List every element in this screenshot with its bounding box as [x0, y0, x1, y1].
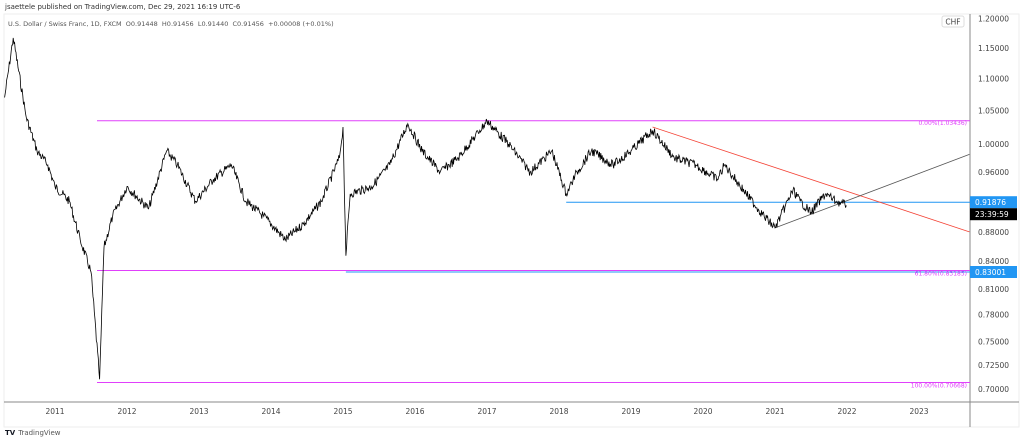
y-tick-label: 0.70000	[978, 385, 1009, 394]
x-tick-label: 2022	[837, 407, 856, 416]
x-tick-label: 2023	[909, 407, 928, 416]
y-tick-label: 1.10000	[978, 75, 1009, 84]
fib-level-label: 61.80%(0.83185)	[915, 270, 967, 277]
y-tick-label: 0.75000	[978, 338, 1009, 347]
x-tick-label: 2015	[333, 407, 352, 416]
currency-badge-text: CHF	[945, 18, 960, 27]
x-tick-label: 2021	[765, 407, 784, 416]
x-tick-label: 2018	[549, 407, 568, 416]
publisher-line: jsaettele published on TradingView.com, …	[5, 3, 241, 11]
y-tick-label: 1.00000	[978, 140, 1009, 149]
last-price-badge	[970, 196, 1017, 209]
y-tick-label: 0.81000	[978, 285, 1009, 294]
x-tick-label: 2020	[693, 407, 712, 416]
currency-badge[interactable]	[941, 15, 965, 28]
level-price-badge	[970, 266, 1017, 279]
y-tick-label: 1.20000	[978, 15, 1009, 24]
tv-logo-icon: TV	[5, 429, 16, 437]
tradingview-logo[interactable]: TV TradingView	[5, 429, 61, 437]
fib-level-label: 0.00%(1.03436)	[918, 120, 967, 127]
close-value: C0.91456	[232, 20, 264, 28]
y-tick-label: 0.84000	[978, 257, 1009, 266]
price-series-line	[4, 37, 847, 380]
countdown-text: 23:39:59	[975, 210, 1009, 219]
y-tick-label: 0.96000	[978, 168, 1009, 177]
y-tick-label: 1.05000	[978, 106, 1009, 115]
y-tick-label: 0.88000	[978, 228, 1009, 237]
change-value: +0.00008 (+0.01%)	[268, 20, 334, 28]
x-tick-label: 2016	[405, 407, 424, 416]
x-tick-label: 2019	[621, 407, 640, 416]
x-tick-label: 2013	[189, 407, 208, 416]
y-tick-label: 0.72500	[978, 361, 1009, 370]
fib-level-label: 100.00%(0.70668)	[911, 383, 967, 390]
chart-frame	[3, 13, 1020, 428]
y-tick-label: 0.78000	[978, 311, 1009, 320]
symbol-legend: U.S. Dollar / Swiss Franc, 1D, FXCM O0.9…	[8, 20, 334, 28]
high-value: H0.91456	[161, 20, 194, 28]
trendline-gray	[774, 154, 970, 229]
logo-text: TradingView	[18, 429, 61, 437]
trendline-red	[652, 126, 970, 233]
x-tick-label: 2012	[117, 407, 136, 416]
y-tick-label: 1.15000	[978, 44, 1009, 53]
x-tick-label: 2011	[45, 407, 64, 416]
x-tick-label: 2017	[477, 407, 496, 416]
countdown-badge	[970, 208, 1017, 221]
last-price-text: 0.91876	[975, 198, 1006, 207]
level-price-text: 0.83001	[975, 268, 1006, 277]
x-tick-label: 2014	[261, 407, 280, 416]
low-value: L0.91440	[197, 20, 229, 28]
open-value: O0.91448	[125, 20, 158, 28]
symbol-name: U.S. Dollar / Swiss Franc, 1D, FXCM	[8, 20, 122, 28]
